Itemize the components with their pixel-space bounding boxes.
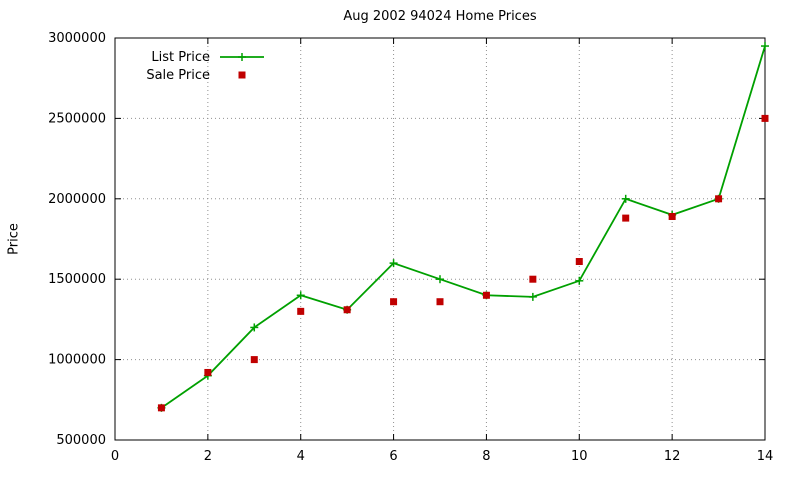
sale-price-point bbox=[622, 214, 630, 222]
sale-price-point bbox=[668, 212, 676, 220]
x-tick-label: 10 bbox=[571, 449, 588, 464]
legend-label-list-price: List Price bbox=[151, 50, 210, 65]
x-tick-label: 4 bbox=[297, 449, 305, 464]
x-tick-label: 12 bbox=[664, 449, 681, 464]
sale-price-point bbox=[157, 404, 165, 412]
x-tick-label: 6 bbox=[389, 449, 397, 464]
sale-price-point bbox=[204, 368, 212, 376]
y-tick-label: 1000000 bbox=[48, 353, 106, 368]
y-tick-label: 2000000 bbox=[48, 192, 106, 207]
list-price-line bbox=[160, 45, 766, 409]
y-tick-label: 1500000 bbox=[48, 272, 106, 287]
plot-border bbox=[114, 37, 766, 441]
x-tick-label: 2 bbox=[204, 449, 212, 464]
x-tick-label: 14 bbox=[757, 449, 774, 464]
sale-price-point bbox=[529, 275, 537, 283]
sale-price-point bbox=[436, 298, 444, 306]
sale-price-point bbox=[343, 306, 351, 314]
x-tick-label: 0 bbox=[111, 449, 119, 464]
legend-square-marker bbox=[238, 71, 246, 79]
x-tick-label: 8 bbox=[482, 449, 490, 464]
sale-price-point bbox=[390, 298, 398, 306]
sale-price-point bbox=[482, 291, 490, 299]
y-tick-label: 2500000 bbox=[48, 111, 106, 126]
chart-title: Aug 2002 94024 Home Prices bbox=[343, 9, 537, 24]
y-tick-label: 3000000 bbox=[48, 31, 106, 46]
sale-price-point bbox=[575, 258, 583, 266]
sale-price-point bbox=[297, 307, 305, 315]
y-tick-label: 500000 bbox=[56, 433, 106, 448]
sale-price-point bbox=[761, 114, 769, 122]
sale-price-point bbox=[715, 195, 723, 203]
legend-label-sale-price: Sale Price bbox=[146, 68, 210, 83]
sale-price-point bbox=[250, 356, 258, 364]
